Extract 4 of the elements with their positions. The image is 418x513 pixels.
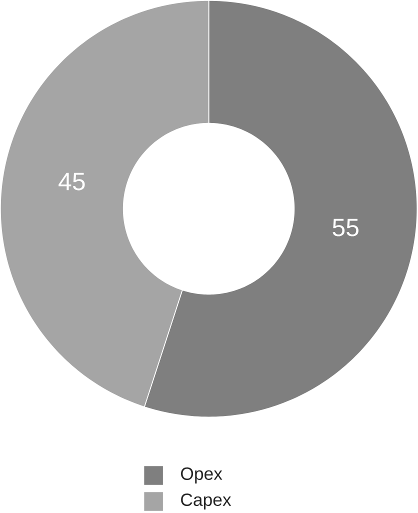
- legend-label: Capex: [181, 493, 232, 510]
- legend-label: Opex: [181, 467, 223, 484]
- data-label: 55: [332, 218, 359, 236]
- data-label: 45: [58, 172, 86, 190]
